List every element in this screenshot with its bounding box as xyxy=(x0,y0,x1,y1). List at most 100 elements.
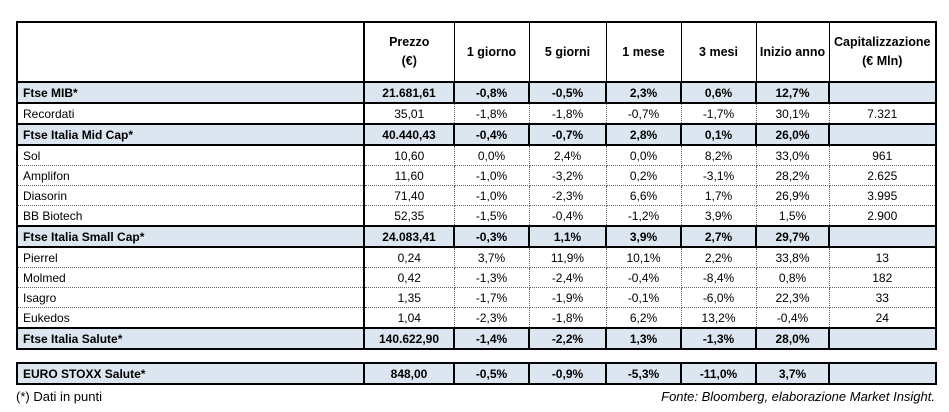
header-cell-2: 5 giorni xyxy=(528,21,607,83)
value-cell: -1,0% xyxy=(453,165,530,186)
value-cell: -1,9% xyxy=(528,287,607,308)
value-cell: 11,9% xyxy=(528,246,607,268)
source-credit: Fonte: Bloomberg, elaborazione Market In… xyxy=(661,389,935,404)
value-cell: 2,2% xyxy=(680,246,757,268)
value-cell: -3,1% xyxy=(680,165,757,186)
value-cell: 961 xyxy=(828,144,937,166)
value-cell: 33,8% xyxy=(755,246,830,268)
value-cell xyxy=(828,327,937,350)
table-row: Ftse MIB* 21.681,61 -0,8% -0,5% 2,3% 0,6% 12,7… xyxy=(16,81,937,104)
value-cell: 22,3% xyxy=(755,287,830,308)
value-cell: 0,2% xyxy=(605,165,682,186)
row-name-cell: Ftse MIB* xyxy=(16,81,365,104)
footer: (*) Dati in punti Fonte: Bloomberg, elab… xyxy=(16,389,935,404)
row-name-cell: Isagro xyxy=(16,287,365,308)
row-name-cell: Amplifon xyxy=(16,165,365,186)
value-cell: 10,1% xyxy=(605,246,682,268)
value-cell: -0,9% xyxy=(528,362,607,385)
value-cell: 24.083,41 xyxy=(363,225,455,248)
value-cell: 40.440,43 xyxy=(363,123,455,146)
table-row: Ftse Italia Small Cap* 24.083,41 -0,3% 1,1%… xyxy=(16,225,937,248)
main-table: Prezzo (€) 1 giorno 5 giorni 1 mese 3 mesi Ini… xyxy=(16,21,937,350)
value-cell: 71,40 xyxy=(363,185,455,206)
table-row: Pierrel 0,24 3,7% 11,9% 10,1% 2,2% 33,8% 13 xyxy=(16,246,937,268)
table-row: Recordati 35,01 -1,8% -1,8% -0,7% -1,7% 30,1% 7… xyxy=(16,102,937,125)
report-content: Prezzo (€) 1 giorno 5 giorni 1 mese 3 mesi Ini… xyxy=(16,21,937,404)
value-cell: -2,4% xyxy=(528,267,607,288)
value-cell: 1,35 xyxy=(363,287,455,308)
value-cell: 28,0% xyxy=(755,327,830,350)
value-cell: 11,60 xyxy=(363,165,455,186)
value-cell: 21.681,61 xyxy=(363,81,455,104)
row-name-cell: Recordati xyxy=(16,102,365,125)
value-cell: 13 xyxy=(828,246,937,268)
euro-table-body: EURO STOXX Salute* 848,00 -0,5% -0,9% -5,3% -… xyxy=(16,362,937,385)
value-cell: -1,3% xyxy=(680,327,757,350)
value-cell: 28,2% xyxy=(755,165,830,186)
value-cell: 1,3% xyxy=(605,327,682,350)
value-cell: 0,42 xyxy=(363,267,455,288)
header-cell-3: 1 mese xyxy=(605,21,682,83)
value-cell xyxy=(828,81,937,104)
value-cell: -1,5% xyxy=(453,205,530,227)
value-cell: -1,8% xyxy=(528,307,607,329)
value-cell: 3,9% xyxy=(605,225,682,248)
value-cell: -3,2% xyxy=(528,165,607,186)
row-name-cell: Molmed xyxy=(16,267,365,288)
value-cell: 3.995 xyxy=(828,185,937,206)
row-name-cell: Eukedos xyxy=(16,307,365,329)
value-cell: 0,0% xyxy=(453,144,530,166)
header-cell-name xyxy=(16,21,365,83)
value-cell: 35,01 xyxy=(363,102,455,125)
value-cell: 1,5% xyxy=(755,205,830,227)
value-cell: -0,5% xyxy=(453,362,530,385)
value-cell: 0,0% xyxy=(605,144,682,166)
value-cell: 1,7% xyxy=(680,185,757,206)
header-cell-0: Prezzo (€) xyxy=(363,21,455,83)
value-cell: 6,2% xyxy=(605,307,682,329)
table-row: EURO STOXX Salute* 848,00 -0,5% -0,9% -5,3% -… xyxy=(16,362,937,385)
row-name-cell: Ftse Italia Mid Cap* xyxy=(16,123,365,146)
value-cell: 24 xyxy=(828,307,937,329)
value-cell: 2.900 xyxy=(828,205,937,227)
value-cell: 26,9% xyxy=(755,185,830,206)
value-cell: -0,4% xyxy=(755,307,830,329)
value-cell: 8,2% xyxy=(680,144,757,166)
value-cell: 30,1% xyxy=(755,102,830,125)
value-cell: -1,4% xyxy=(453,327,530,350)
row-name-cell: Ftse Italia Small Cap* xyxy=(16,225,365,248)
table-row: BB Biotech 52,35 -1,5% -0,4% -1,2% 3,9% 1,5% 2.… xyxy=(16,205,937,227)
value-cell: -2,3% xyxy=(528,185,607,206)
table-row: Isagro 1,35 -1,7% -1,9% -0,1% -6,0% 22,3% 33 xyxy=(16,287,937,308)
value-cell: 10,60 xyxy=(363,144,455,166)
value-cell: -0,7% xyxy=(528,123,607,146)
header-cell-6: Capitalizzazione (€ Mln) xyxy=(828,21,937,83)
value-cell: 1,1% xyxy=(528,225,607,248)
value-cell: -2,2% xyxy=(528,327,607,350)
value-cell: 1,04 xyxy=(363,307,455,329)
value-cell: 6,6% xyxy=(605,185,682,206)
table-row: Molmed 0,42 -1,3% -2,4% -0,4% -8,4% 0,8% 182 xyxy=(16,267,937,288)
value-cell: -0,8% xyxy=(453,81,530,104)
value-cell: -1,8% xyxy=(453,102,530,125)
euro-stoxx-table: EURO STOXX Salute* 848,00 -0,5% -0,9% -5,3% -… xyxy=(16,362,937,385)
value-cell: 12,7% xyxy=(755,81,830,104)
value-cell: -1,3% xyxy=(453,267,530,288)
value-cell: 29,7% xyxy=(755,225,830,248)
value-cell: -0,3% xyxy=(453,225,530,248)
value-cell: -0,4% xyxy=(453,123,530,146)
value-cell: -1,8% xyxy=(528,102,607,125)
value-cell: 2,4% xyxy=(528,144,607,166)
value-cell: -0,5% xyxy=(528,81,607,104)
value-cell: 2,7% xyxy=(680,225,757,248)
value-cell: 7.321 xyxy=(828,102,937,125)
row-name-cell: Sol xyxy=(16,144,365,166)
value-cell: -5,3% xyxy=(605,362,682,385)
row-name-cell: Diasorin xyxy=(16,185,365,206)
value-cell: 33 xyxy=(828,287,937,308)
value-cell xyxy=(828,362,937,385)
header-cell-5: Inizio anno xyxy=(755,21,830,83)
value-cell: -1,2% xyxy=(605,205,682,227)
value-cell: -0,7% xyxy=(605,102,682,125)
